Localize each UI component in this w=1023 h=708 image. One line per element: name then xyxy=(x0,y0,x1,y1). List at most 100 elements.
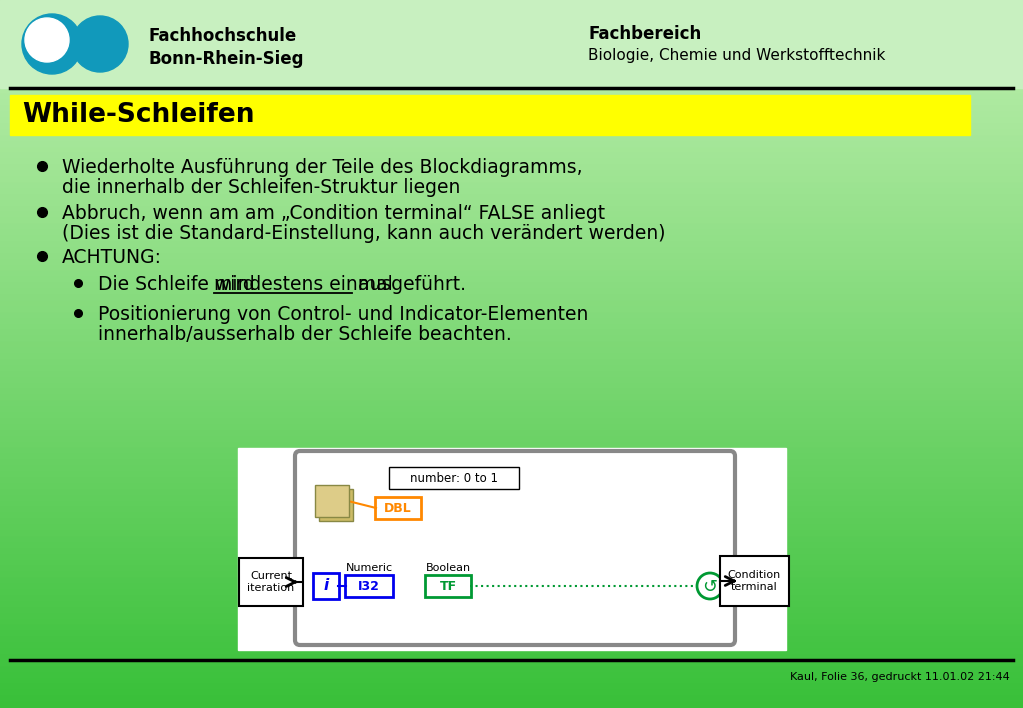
Bar xyxy=(0,425,1023,432)
Circle shape xyxy=(72,16,128,72)
Bar xyxy=(0,106,1023,113)
Bar xyxy=(0,508,1023,514)
Text: Numeric: Numeric xyxy=(346,563,393,573)
Bar xyxy=(10,95,970,135)
Bar xyxy=(0,18,1023,25)
Bar xyxy=(0,266,1023,273)
Bar xyxy=(0,360,1023,367)
Text: TF: TF xyxy=(440,580,456,593)
Bar xyxy=(0,331,1023,337)
Bar xyxy=(0,549,1023,556)
Circle shape xyxy=(697,573,723,599)
Bar xyxy=(0,590,1023,597)
Bar xyxy=(0,430,1023,438)
Bar xyxy=(0,200,1023,207)
Bar xyxy=(0,236,1023,243)
FancyBboxPatch shape xyxy=(313,573,339,599)
FancyBboxPatch shape xyxy=(389,467,519,489)
Bar xyxy=(0,490,1023,496)
Bar xyxy=(0,253,1023,261)
Text: I32: I32 xyxy=(358,580,380,593)
Bar xyxy=(0,702,1023,708)
Bar xyxy=(0,41,1023,48)
Bar xyxy=(0,83,1023,89)
FancyBboxPatch shape xyxy=(425,575,471,597)
FancyBboxPatch shape xyxy=(239,558,303,606)
Bar xyxy=(0,35,1023,42)
Bar xyxy=(0,685,1023,691)
Text: ↺: ↺ xyxy=(703,578,717,596)
Bar xyxy=(0,218,1023,225)
Text: ACHTUNG:: ACHTUNG: xyxy=(62,248,162,267)
Bar xyxy=(0,413,1023,420)
Bar xyxy=(0,625,1023,632)
Bar xyxy=(0,561,1023,567)
Bar xyxy=(0,313,1023,319)
Bar xyxy=(0,71,1023,78)
Bar xyxy=(0,59,1023,66)
Bar xyxy=(0,366,1023,372)
Bar xyxy=(0,112,1023,119)
Bar xyxy=(0,260,1023,266)
Text: Kaul, Folie 36, gedruckt 11.01.02 21:44: Kaul, Folie 36, gedruckt 11.01.02 21:44 xyxy=(790,672,1010,682)
Bar xyxy=(0,0,1023,7)
Bar xyxy=(0,319,1023,326)
Bar xyxy=(0,136,1023,142)
Bar xyxy=(0,578,1023,585)
FancyBboxPatch shape xyxy=(345,575,393,597)
Bar xyxy=(0,372,1023,379)
Bar xyxy=(0,655,1023,662)
Bar xyxy=(0,455,1023,461)
Bar xyxy=(0,537,1023,544)
Bar xyxy=(0,53,1023,60)
Circle shape xyxy=(25,18,69,62)
Bar xyxy=(0,637,1023,644)
Bar xyxy=(0,649,1023,656)
Bar xyxy=(0,632,1023,638)
Bar xyxy=(0,47,1023,54)
Bar xyxy=(0,207,1023,213)
Text: number: 0 to 1: number: 0 to 1 xyxy=(410,472,498,484)
Bar xyxy=(0,460,1023,467)
Bar xyxy=(0,171,1023,178)
Bar xyxy=(0,602,1023,609)
Bar xyxy=(0,661,1023,668)
Bar xyxy=(0,295,1023,302)
Bar xyxy=(0,278,1023,284)
Bar xyxy=(0,324,1023,331)
Bar xyxy=(0,336,1023,343)
Bar xyxy=(0,212,1023,219)
Text: ausgeführt.: ausgeführt. xyxy=(352,275,466,294)
Bar xyxy=(0,401,1023,408)
Bar xyxy=(0,395,1023,402)
Text: (Dies ist die Standard-Einstellung, kann auch verändert werden): (Dies ist die Standard-Einstellung, kann… xyxy=(62,224,666,243)
Text: mindestens einmal: mindestens einmal xyxy=(214,275,393,294)
Text: Fachbereich: Fachbereich xyxy=(588,25,701,43)
Bar xyxy=(0,289,1023,296)
Bar xyxy=(0,147,1023,154)
Bar xyxy=(0,283,1023,290)
Text: Abbruch, wenn am am „Condition terminal“ FALSE anliegt: Abbruch, wenn am am „Condition terminal“… xyxy=(62,204,606,223)
Bar xyxy=(0,165,1023,172)
Bar xyxy=(0,696,1023,703)
Bar xyxy=(0,554,1023,561)
Bar xyxy=(0,23,1023,30)
Bar xyxy=(0,673,1023,680)
Bar xyxy=(0,354,1023,361)
Bar xyxy=(0,189,1023,195)
Bar xyxy=(0,88,1023,96)
Bar xyxy=(0,12,1023,18)
Text: Biologie, Chemie und Werkstofftechnik: Biologie, Chemie und Werkstofftechnik xyxy=(588,48,885,63)
Text: Condition
terminal: Condition terminal xyxy=(728,570,782,592)
Bar xyxy=(0,419,1023,426)
Bar xyxy=(0,596,1023,603)
Bar xyxy=(0,94,1023,101)
Bar xyxy=(0,154,1023,160)
Bar xyxy=(0,142,1023,149)
Bar xyxy=(0,572,1023,579)
Bar xyxy=(0,195,1023,202)
Bar xyxy=(0,437,1023,443)
Bar xyxy=(0,607,1023,615)
Bar xyxy=(0,230,1023,237)
Text: Current
iteration: Current iteration xyxy=(248,571,295,593)
